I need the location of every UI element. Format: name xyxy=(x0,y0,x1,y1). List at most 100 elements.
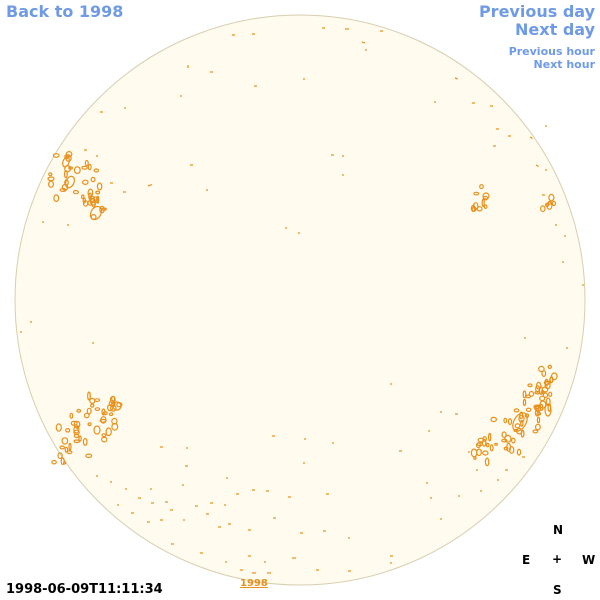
contour-ring xyxy=(78,435,82,442)
compass-west: W xyxy=(582,553,596,567)
compass-center: + xyxy=(552,552,563,566)
contour-ring xyxy=(111,422,119,431)
contour-ring xyxy=(82,437,88,446)
year-link[interactable]: 1998 xyxy=(240,578,268,589)
contour-ring xyxy=(73,439,81,444)
contour-ring xyxy=(547,200,552,205)
next-day-link[interactable]: Next day xyxy=(515,20,595,39)
contour-ring xyxy=(551,200,557,206)
contour-dash xyxy=(529,136,533,140)
contour-ring xyxy=(513,408,520,413)
contour-ring xyxy=(507,418,513,426)
contour-ring xyxy=(549,376,554,384)
contour-ring xyxy=(488,432,492,442)
contour-ring xyxy=(541,390,545,395)
contour-loop xyxy=(482,192,490,200)
contour-ring xyxy=(62,461,67,465)
contour-ring xyxy=(47,180,54,188)
contour-ring xyxy=(510,437,516,444)
contour-ring xyxy=(538,365,545,373)
contour-ring xyxy=(102,411,108,416)
contour-ring xyxy=(490,416,498,423)
contour-ring xyxy=(520,429,525,438)
next-hour-link[interactable]: Next hour xyxy=(533,58,596,71)
contour-ring xyxy=(81,194,85,200)
contour-ring xyxy=(473,191,480,196)
contour-ring xyxy=(481,450,489,456)
contour-ring xyxy=(539,205,546,213)
contour-ring xyxy=(522,390,527,399)
contour-ring xyxy=(75,425,80,430)
contour-ring xyxy=(99,418,107,423)
contour-ring xyxy=(525,407,532,412)
contour-ring xyxy=(90,176,96,183)
contour-ring xyxy=(73,429,80,436)
contour-loop xyxy=(544,403,552,417)
previous-day-link[interactable]: Previous day xyxy=(478,2,595,21)
contour-ring xyxy=(534,391,541,395)
contour-loop xyxy=(62,156,70,168)
contour-ring xyxy=(485,442,490,448)
contour-ring xyxy=(539,403,544,411)
contour-ring xyxy=(532,429,539,434)
contour-ring xyxy=(87,422,92,427)
contour-ring xyxy=(88,192,92,200)
compass-east: E xyxy=(522,553,531,567)
contour-ring xyxy=(544,378,549,387)
contour-ring xyxy=(542,392,549,399)
contour-ring xyxy=(52,153,60,158)
contour-ring xyxy=(70,420,78,426)
contour-ring xyxy=(59,445,66,450)
contour-ring xyxy=(48,172,53,177)
contour-ring xyxy=(108,412,114,417)
contour-ring xyxy=(61,437,69,445)
contour-ring xyxy=(503,446,509,451)
contour-ring xyxy=(64,446,69,453)
contour-ring xyxy=(484,457,490,467)
contour-ring xyxy=(501,438,508,443)
contour-ring xyxy=(53,194,60,203)
contour-ring xyxy=(473,456,477,460)
contour-ring xyxy=(479,184,484,190)
contour-loop xyxy=(64,175,76,189)
contour-ring xyxy=(535,423,541,431)
contour-ring xyxy=(522,398,527,407)
compass-north: N xyxy=(553,523,564,537)
contour-ring xyxy=(504,434,512,443)
contour-ring xyxy=(51,459,57,465)
contour-ring xyxy=(76,408,82,413)
contour-ring xyxy=(514,423,521,429)
contour-ring xyxy=(472,202,479,211)
contour-dash xyxy=(454,77,459,80)
contour-ring xyxy=(73,166,81,175)
contour-ring xyxy=(503,417,508,424)
contour-loop xyxy=(93,425,101,435)
contour-ring xyxy=(96,195,100,204)
contour-dash xyxy=(361,41,366,44)
contour-ring xyxy=(548,391,553,397)
contour-ring xyxy=(69,412,74,419)
contour-ring xyxy=(87,391,91,401)
contour-ring xyxy=(547,364,553,369)
contour-ring xyxy=(534,409,540,417)
contour-loop xyxy=(512,412,528,432)
contour-ring xyxy=(85,453,93,459)
contour-ring xyxy=(528,390,535,397)
contour-ring xyxy=(65,427,71,433)
previous-hour-link[interactable]: Previous hour xyxy=(508,45,595,58)
contour-ring xyxy=(101,433,107,438)
contour-ring xyxy=(550,372,558,381)
contour-ring xyxy=(57,452,63,460)
contour-ring xyxy=(520,419,524,427)
contour-ring xyxy=(93,168,100,173)
contour-ring xyxy=(94,407,101,412)
contour-ring xyxy=(509,446,515,454)
back-to-year-link[interactable]: Back to 1998 xyxy=(6,2,124,21)
contour-dash xyxy=(147,184,153,187)
contour-loop xyxy=(89,205,103,221)
contour-ring xyxy=(87,163,92,171)
contour-ring xyxy=(548,193,555,202)
contour-ring xyxy=(489,444,494,452)
contour-ring xyxy=(105,427,112,437)
